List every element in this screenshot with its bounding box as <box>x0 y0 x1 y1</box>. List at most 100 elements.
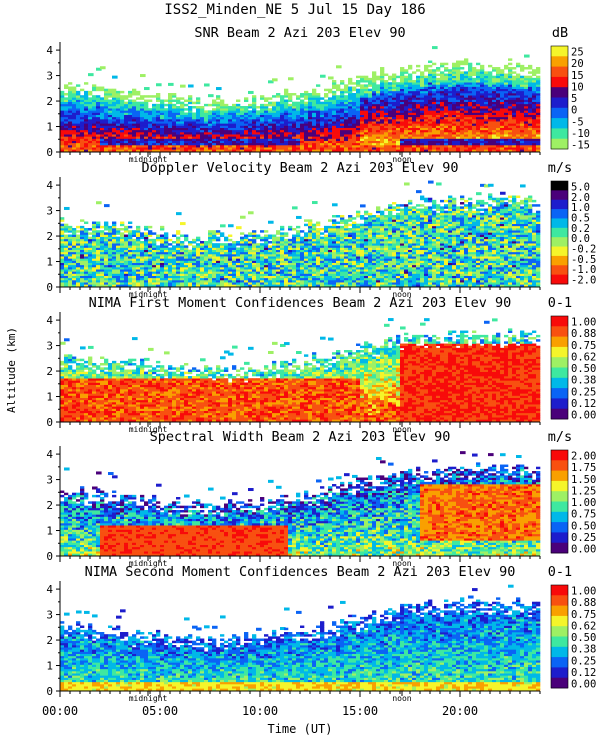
heatmap-cell <box>140 258 145 261</box>
heatmap-cell <box>104 243 109 246</box>
heatmap-cell <box>120 260 125 263</box>
heatmap-cell <box>280 138 285 141</box>
heatmap-cell <box>472 99 477 102</box>
heatmap-cell <box>72 103 77 107</box>
heatmap-cell <box>480 80 485 83</box>
heatmap-cell <box>172 256 177 259</box>
heatmap-cell <box>232 245 237 248</box>
heatmap-cell <box>296 134 301 137</box>
heatmap-cell <box>244 134 249 137</box>
heatmap-cell <box>448 132 453 135</box>
heatmap-cell <box>232 269 237 272</box>
heatmap-cell <box>432 62 437 66</box>
heatmap-cell <box>204 110 209 113</box>
heatmap-cell <box>212 116 217 120</box>
heatmap-cell <box>172 129 177 133</box>
heatmap-cell <box>132 267 137 270</box>
heatmap-cell <box>476 123 481 126</box>
heatmap-cell <box>348 147 353 150</box>
heatmap-cell <box>352 134 357 137</box>
heatmap-cell <box>512 144 517 148</box>
heatmap-cell <box>112 129 117 133</box>
heatmap-cell <box>404 95 409 98</box>
heatmap-cell <box>412 134 417 137</box>
heatmap-cell <box>232 116 237 120</box>
heatmap-cell <box>104 267 109 270</box>
heatmap-cell <box>208 279 213 283</box>
heatmap-cell <box>268 138 273 141</box>
heatmap-cell <box>152 110 157 113</box>
heatmap-cell <box>392 112 397 115</box>
heatmap-cell <box>96 230 101 233</box>
heatmap-cell <box>460 112 465 115</box>
heatmap-cell <box>224 149 229 152</box>
heatmap-cell <box>256 136 261 139</box>
heatmap-cell <box>196 112 201 115</box>
heatmap-cell <box>408 77 413 81</box>
heatmap-cell <box>124 282 129 285</box>
heatmap-cell <box>124 110 129 113</box>
heatmap-cell <box>388 93 393 96</box>
heatmap-cell <box>348 123 353 126</box>
heatmap-cell <box>176 264 181 268</box>
heatmap-cell <box>260 134 265 137</box>
heatmap-cell <box>80 249 85 253</box>
heatmap-cell <box>168 271 173 274</box>
heatmap-cell <box>536 86 541 89</box>
heatmap-cell <box>508 121 513 124</box>
heatmap-cell <box>508 62 513 66</box>
heatmap-cell <box>204 258 209 261</box>
heatmap-cell <box>172 134 177 137</box>
heatmap-cell <box>228 247 233 250</box>
heatmap-cell <box>96 138 101 141</box>
heatmap-cell <box>120 236 125 240</box>
heatmap-cell <box>252 234 257 237</box>
heatmap-cell <box>72 108 77 111</box>
heatmap-cell <box>132 243 137 246</box>
heatmap-cell <box>76 119 81 122</box>
heatmap-cell <box>172 108 177 111</box>
heatmap-cell <box>436 136 441 139</box>
heatmap-cell <box>76 241 81 244</box>
heatmap-cell <box>60 116 65 120</box>
heatmap-cell <box>228 264 233 268</box>
heatmap-cell <box>220 121 225 124</box>
heatmap-cell <box>528 99 533 102</box>
heatmap-cell <box>408 64 413 68</box>
heatmap-cell <box>252 112 257 115</box>
heatmap-cell <box>332 110 337 113</box>
heatmap-cell <box>340 108 345 111</box>
heatmap-cell <box>168 269 173 272</box>
heatmap-cell <box>60 282 65 285</box>
heatmap-cell <box>276 106 281 109</box>
heatmap-cell <box>64 125 69 128</box>
heatmap-cell <box>84 142 89 146</box>
heatmap-cell <box>280 101 285 105</box>
heatmap-cell <box>184 267 189 270</box>
heatmap-cell <box>468 106 473 109</box>
heatmap-cell <box>296 138 301 141</box>
heatmap-cell <box>532 147 537 150</box>
heatmap-cell <box>272 132 277 135</box>
heatmap-cell <box>164 245 169 248</box>
heatmap-cell <box>172 112 177 115</box>
heatmap-cell <box>164 121 169 124</box>
heatmap-cell <box>272 108 277 111</box>
heatmap-cell <box>128 238 133 242</box>
heatmap-cell <box>408 149 413 152</box>
heatmap-cell <box>60 108 65 111</box>
heatmap-cell <box>216 247 221 250</box>
heatmap-cell <box>524 116 529 120</box>
heatmap-cell <box>344 121 349 124</box>
heatmap-cell <box>168 238 173 242</box>
heatmap-cell <box>232 262 237 266</box>
heatmap-cell <box>128 254 133 257</box>
heatmap-cell <box>72 136 77 139</box>
heatmap-cell <box>488 93 493 96</box>
heatmap-cell <box>436 84 441 87</box>
heatmap-cell <box>456 106 461 109</box>
heatmap-cell <box>92 101 97 105</box>
heatmap-cell <box>64 277 69 281</box>
heatmap-cell <box>76 138 81 141</box>
heatmap-cell <box>104 140 109 144</box>
